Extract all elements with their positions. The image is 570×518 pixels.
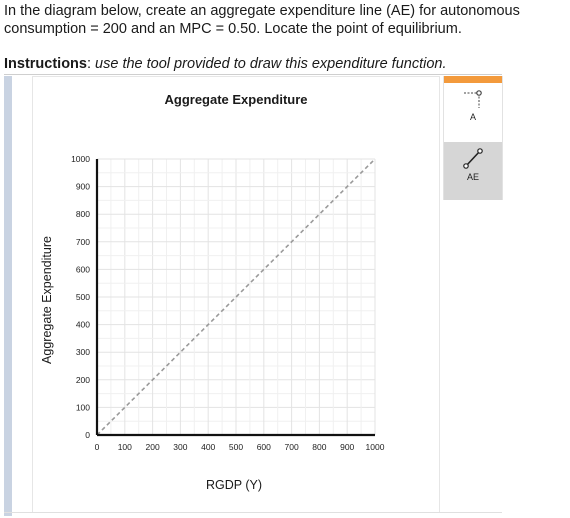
tool-point-a[interactable]: A [444, 84, 502, 142]
y-tick-label: 600 [76, 264, 90, 274]
x-tick-label: 900 [340, 442, 354, 452]
y-tick-label: 100 [76, 402, 90, 412]
x-tick-label: 300 [173, 442, 187, 452]
question-text: In the diagram below, create an aggregat… [4, 3, 520, 37]
x-tick-label: 200 [146, 442, 160, 452]
x-tick-label: 500 [229, 442, 243, 452]
toolbox-header [444, 76, 502, 83]
x-tick-label: 700 [285, 442, 299, 452]
y-tick-label: 200 [76, 375, 90, 385]
aggregate-expenditure-chart[interactable]: Aggregate Expenditure 0 100 200 300 400 500 60… [33, 77, 439, 513]
tool-a-label: A [469, 112, 476, 122]
toolbox: A AE [443, 76, 503, 200]
y-tick-label: 900 [76, 182, 90, 192]
chart-ticks: 0 100 200 300 400 500 600 700 800 900 1000 0 100 200 3… [71, 154, 385, 452]
line-draw-icon [463, 148, 483, 169]
graph-panel[interactable]: Aggregate Expenditure 0 100 200 300 400 500 60… [32, 76, 440, 513]
chart-series [96, 158, 376, 436]
tool-ae-line[interactable]: AE [444, 142, 502, 200]
panel-left-strip [4, 76, 12, 516]
instructions-text: use the tool provided to draw this expen… [95, 56, 447, 72]
y-tick-label: 800 [76, 209, 90, 219]
point-marker-icon [464, 90, 482, 108]
tool-ae-label: AE [466, 172, 479, 182]
y-tick-label: 1000 [71, 154, 90, 164]
x-axis-label: RGDP (Y) [206, 478, 262, 492]
x-tick-label: 1000 [366, 442, 385, 452]
y-tick-label: 0 [85, 430, 90, 440]
x-tick-label: 800 [312, 442, 326, 452]
x-tick-label: 400 [201, 442, 215, 452]
instructions-label: Instructions [4, 56, 87, 72]
y-tick-label: 400 [76, 320, 90, 330]
x-tick-label: 600 [257, 442, 271, 452]
series-line [96, 158, 376, 436]
y-tick-label: 500 [76, 292, 90, 302]
chart-title: Aggregate Expenditure [164, 92, 307, 107]
y-axis-label: Aggregate Expenditure [40, 236, 54, 364]
x-tick-label: 100 [118, 442, 132, 452]
x-tick-label: 0 [95, 442, 100, 452]
divider [4, 74, 502, 75]
y-tick-label: 700 [76, 237, 90, 247]
y-tick-label: 300 [76, 347, 90, 357]
chart-grid [97, 158, 376, 435]
instructions: Instructions: use the tool provided to d… [4, 56, 447, 72]
chart-axes [95, 159, 375, 437]
panel-bottom-border [4, 512, 502, 513]
